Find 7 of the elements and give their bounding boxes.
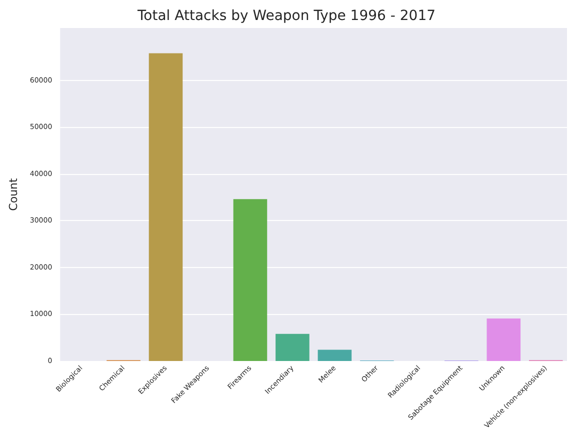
bar: [486, 318, 521, 361]
bar: [318, 350, 352, 361]
chart-title: Total Attacks by Weapon Type 1996 - 2017: [136, 8, 436, 24]
bar: [276, 334, 310, 361]
y-axis-title: Count: [7, 177, 20, 211]
bar: [233, 199, 268, 361]
bar: [148, 53, 183, 361]
